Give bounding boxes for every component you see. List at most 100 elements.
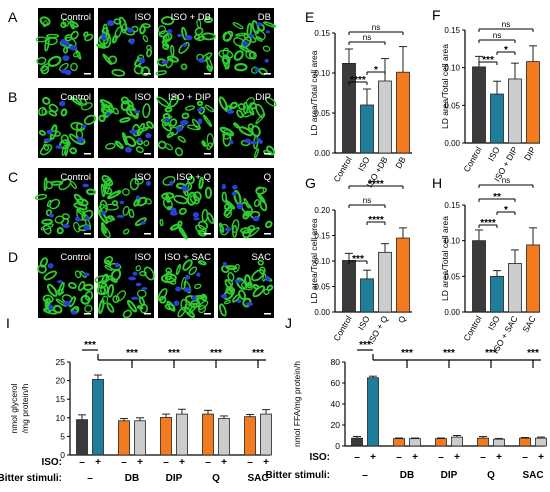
lipid-droplet [222, 30, 234, 42]
nucleus [129, 129, 137, 134]
lipid-droplet [138, 296, 146, 307]
lipid-droplet [120, 100, 130, 111]
lipid-droplet [122, 309, 133, 319]
lipid-droplet [106, 302, 115, 313]
lipid-droplet [196, 35, 206, 42]
lipid-droplet [46, 199, 52, 207]
lipid-droplet [194, 283, 202, 290]
significance-label: *** [401, 348, 413, 359]
lipid-droplet [36, 56, 47, 65]
significance-label: *** [482, 55, 494, 66]
stimuli-label: DIP [166, 473, 183, 484]
significance-label: *** [352, 254, 364, 265]
bar [176, 413, 188, 456]
nucleus [176, 126, 183, 132]
nucleus [234, 279, 242, 283]
nucleus [161, 60, 169, 65]
nucleus [145, 132, 152, 139]
lipid-droplet [58, 178, 72, 191]
lipid-droplet [45, 181, 53, 190]
lipid-droplet [238, 289, 247, 300]
significance-label: ns [502, 176, 510, 185]
lipid-droplet [100, 221, 107, 234]
nucleus [82, 183, 89, 188]
lipid-droplet [115, 290, 126, 302]
micrograph-label: Control [60, 92, 91, 103]
lipid-droplet [251, 269, 265, 282]
x-tick-label: ISO [356, 155, 372, 173]
chart-F: F 0.00 0.05 0.10 0.15 LD area/Total cell area… [432, 7, 540, 183]
panel-letter-B: B [8, 89, 17, 105]
nucleus [225, 227, 232, 232]
lipid-droplet [122, 188, 130, 196]
bar [472, 240, 486, 313]
nucleus [196, 272, 201, 277]
lipid-droplet [122, 228, 130, 235]
significance-label: * [504, 45, 508, 56]
iso-row-label: ISO: [309, 452, 330, 463]
lipid-droplet [202, 114, 213, 128]
lipid-droplet [44, 298, 49, 310]
nucleus [43, 138, 51, 142]
nucleus [46, 129, 53, 135]
y-tick-label: 25 [56, 357, 66, 367]
bar [493, 438, 505, 447]
scale-bar [204, 153, 211, 155]
lipid-droplet [181, 26, 188, 41]
stimuli-label: DIP [441, 470, 458, 481]
iso-sign: – [163, 457, 169, 468]
lipid-droplet [107, 283, 115, 298]
lipid-droplet [142, 34, 149, 43]
nucleus [137, 137, 142, 143]
micrograph-label: Control [60, 252, 91, 263]
lipid-droplet [73, 51, 81, 58]
lipid-droplet [98, 299, 105, 315]
iso-sign: + [179, 457, 185, 468]
lipid-droplet [244, 274, 252, 287]
micrograph-A-0: Control [35, 8, 94, 78]
bar [508, 78, 522, 144]
nucleus [116, 214, 125, 218]
lipid-droplet [169, 118, 178, 127]
nucleus [222, 261, 227, 267]
micrograph-B-0: Control [37, 88, 97, 158]
lipid-droplet [139, 24, 146, 35]
nucleus [265, 30, 271, 34]
lipid-droplet [198, 176, 204, 190]
nucleus [69, 45, 78, 51]
lipid-droplet [242, 101, 249, 114]
y-tick-label: 80 [331, 357, 341, 367]
lipid-droplet [252, 285, 265, 298]
lipid-droplet [77, 281, 86, 292]
lipid-droplet [157, 25, 166, 35]
lipid-droplet [257, 259, 264, 266]
bar [535, 437, 547, 447]
significance-label: ns [502, 20, 510, 29]
lipid-droplet [162, 43, 170, 51]
iso-sign: + [263, 457, 269, 468]
lipid-droplet [60, 108, 68, 117]
chart-G: G 0.00 0.05 0.10 0.15 0.20 LD area/Total cell … [305, 175, 412, 346]
lipid-droplet [241, 36, 252, 49]
nucleus [55, 145, 63, 149]
micrograph-label: DIP [255, 92, 271, 103]
x-tick-label: ISO [356, 314, 372, 332]
x-tick-label: Control [461, 145, 483, 174]
nucleus [185, 35, 193, 41]
nucleus [184, 274, 191, 280]
micrograph-label: Control [60, 12, 91, 23]
nucleus [130, 296, 139, 300]
lipid-droplet [257, 193, 266, 204]
lipid-droplet [42, 96, 51, 105]
nucleus [133, 110, 141, 114]
bar [519, 437, 531, 447]
y-tick-label: 0.00 [314, 149, 330, 158]
bar [477, 437, 489, 447]
significance-label: ** [493, 192, 501, 203]
y-axis-label: LD area/Total cell area [440, 216, 450, 301]
nucleus [101, 33, 106, 38]
chart-J: J 0 20 40 60 80 nmol FFA/mg protein/h *** *** ***… [266, 315, 547, 481]
micrograph-B-1: ISO [98, 88, 155, 158]
lipid-droplet [37, 264, 47, 274]
